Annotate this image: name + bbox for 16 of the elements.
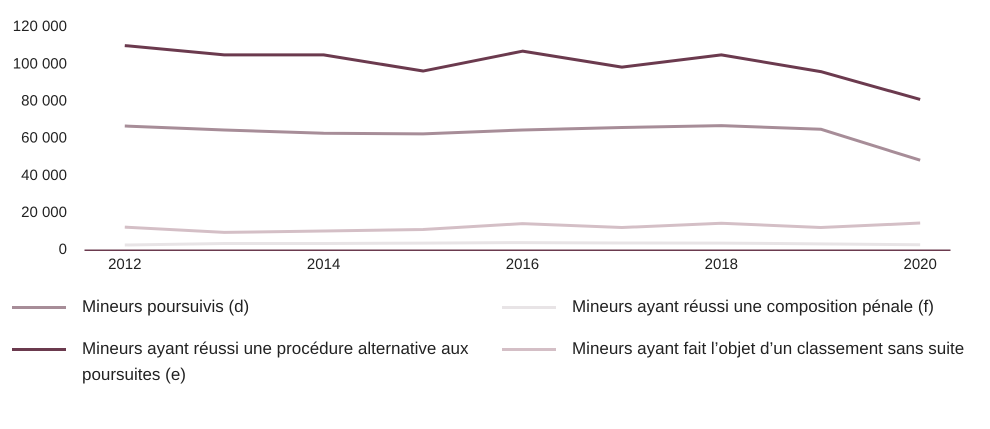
x-tick-label: 2014 [306,256,340,274]
y-tick-label: 80 000 [21,92,67,110]
x-tick-label: 2020 [903,256,937,274]
x-tick-label: 2016 [506,256,540,274]
y-tick-label: 60 000 [21,130,67,147]
y-tick-label: 120 000 [12,18,67,36]
legend-label: Mineurs ayant fait l’objet d’un classement sans suite [572,338,964,360]
y-tick-label: 40 000 [21,166,67,184]
legend-label: Mineurs poursuivis (d) [82,296,250,318]
y-tick-label: 0 [58,241,67,258]
y-tick-label: 100 000 [12,55,67,72]
x-tick-label: 2012 [108,256,142,274]
legend-label: Mineurs ayant réussi une procédure alternative aux poursuites (e) [82,338,470,386]
y-tick-label: 20 000 [21,204,67,221]
legend-label: Mineurs ayant réussi une composition pénale (f) [572,296,934,318]
x-tick-label: 2018 [704,256,738,274]
